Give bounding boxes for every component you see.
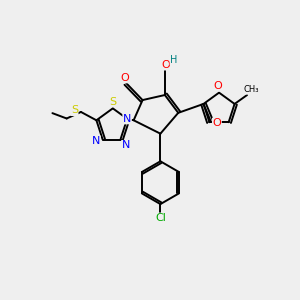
Text: O: O (212, 118, 221, 128)
Text: Cl: Cl (155, 213, 166, 224)
Text: O: O (213, 81, 222, 91)
Text: N: N (122, 140, 130, 151)
Text: N: N (92, 136, 100, 146)
Text: H: H (170, 55, 178, 65)
Text: N: N (123, 114, 131, 124)
Text: CH₃: CH₃ (244, 85, 259, 94)
Text: S: S (109, 97, 116, 107)
Text: O: O (161, 60, 170, 70)
Text: S: S (71, 106, 78, 116)
Text: O: O (120, 73, 129, 83)
